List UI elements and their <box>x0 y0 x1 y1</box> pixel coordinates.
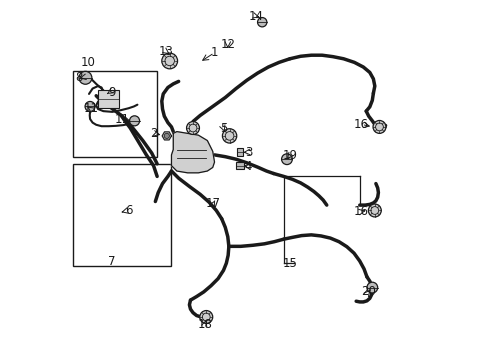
Text: 12: 12 <box>220 38 235 51</box>
Circle shape <box>282 154 293 165</box>
Text: 6: 6 <box>124 204 132 217</box>
Text: 10: 10 <box>80 56 96 69</box>
Text: 7: 7 <box>108 255 115 268</box>
Text: 14: 14 <box>248 10 263 23</box>
Text: 15: 15 <box>282 257 297 270</box>
Circle shape <box>200 311 213 323</box>
Bar <box>73 164 172 266</box>
Text: 1: 1 <box>211 46 218 59</box>
Circle shape <box>187 122 199 134</box>
Circle shape <box>129 116 140 126</box>
Circle shape <box>373 121 386 134</box>
Polygon shape <box>162 132 171 140</box>
Text: 11: 11 <box>84 103 99 116</box>
Circle shape <box>222 129 237 143</box>
Text: 5: 5 <box>220 122 227 135</box>
Bar <box>98 90 120 108</box>
Text: 9: 9 <box>108 86 115 99</box>
Text: 13: 13 <box>159 45 173 58</box>
Text: 3: 3 <box>245 145 252 158</box>
Text: 17: 17 <box>206 197 221 210</box>
Bar <box>236 162 244 169</box>
Text: 19: 19 <box>282 149 297 162</box>
Text: 20: 20 <box>361 285 376 298</box>
Circle shape <box>258 18 267 27</box>
Circle shape <box>79 71 92 84</box>
Circle shape <box>164 133 170 139</box>
Text: 11: 11 <box>115 113 130 126</box>
Circle shape <box>367 282 378 293</box>
Bar <box>237 148 243 156</box>
Bar <box>73 71 157 157</box>
Polygon shape <box>172 132 215 173</box>
Circle shape <box>85 102 95 112</box>
Text: 18: 18 <box>197 318 212 331</box>
Circle shape <box>368 204 381 217</box>
Text: 8: 8 <box>75 71 83 84</box>
Text: 2: 2 <box>150 127 158 140</box>
Text: 4: 4 <box>245 160 252 173</box>
Text: 16: 16 <box>354 205 369 218</box>
Text: 16: 16 <box>354 118 369 131</box>
Circle shape <box>162 53 177 69</box>
